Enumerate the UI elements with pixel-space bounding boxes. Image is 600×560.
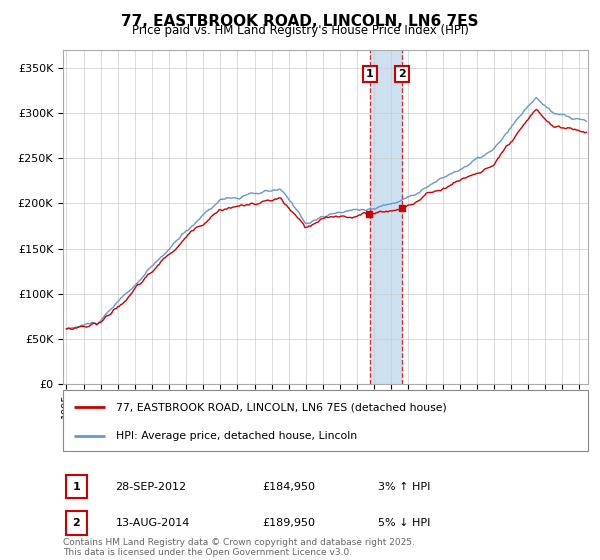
Text: HPI: Average price, detached house, Lincoln: HPI: Average price, detached house, Linc…	[115, 431, 356, 441]
FancyBboxPatch shape	[65, 475, 86, 498]
FancyBboxPatch shape	[65, 511, 86, 535]
Text: 2: 2	[398, 69, 406, 79]
Text: 1: 1	[72, 482, 80, 492]
FancyBboxPatch shape	[63, 390, 588, 451]
Text: 1: 1	[366, 69, 374, 79]
Text: 28-SEP-2012: 28-SEP-2012	[115, 482, 187, 492]
Text: 3% ↑ HPI: 3% ↑ HPI	[378, 482, 430, 492]
Text: 13-AUG-2014: 13-AUG-2014	[115, 518, 190, 528]
Bar	[370, 50, 402, 384]
Text: 77, EASTBROOK ROAD, LINCOLN, LN6 7ES (detached house): 77, EASTBROOK ROAD, LINCOLN, LN6 7ES (de…	[115, 402, 446, 412]
Text: Price paid vs. HM Land Registry's House Price Index (HPI): Price paid vs. HM Land Registry's House …	[131, 24, 469, 36]
Text: 5% ↓ HPI: 5% ↓ HPI	[378, 518, 430, 528]
Text: 77, EASTBROOK ROAD, LINCOLN, LN6 7ES: 77, EASTBROOK ROAD, LINCOLN, LN6 7ES	[121, 14, 479, 29]
Text: 2: 2	[72, 518, 80, 528]
Text: £189,950: £189,950	[263, 518, 316, 528]
Text: £184,950: £184,950	[263, 482, 316, 492]
Text: Contains HM Land Registry data © Crown copyright and database right 2025.
This d: Contains HM Land Registry data © Crown c…	[63, 538, 415, 557]
